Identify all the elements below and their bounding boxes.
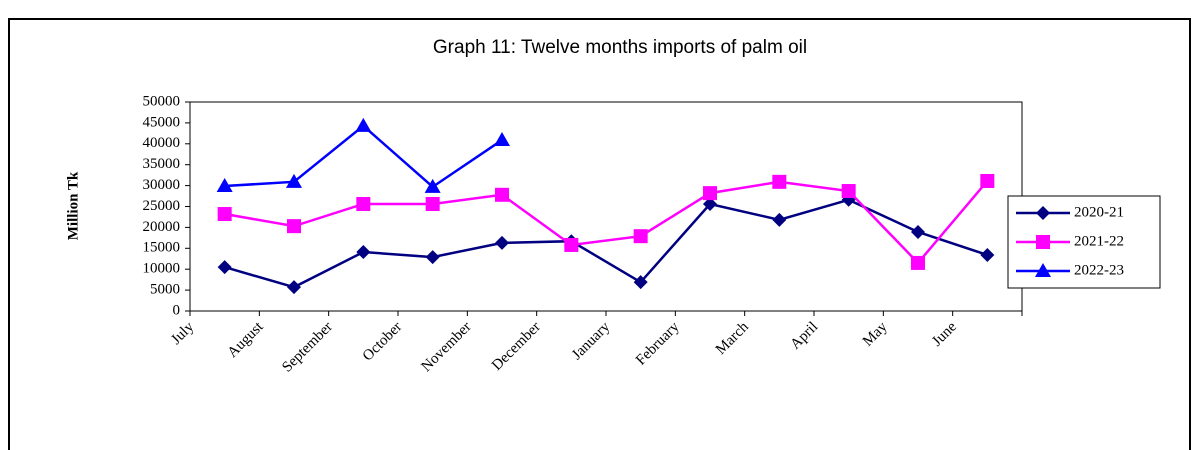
point [355, 117, 372, 132]
y-tick-label: 35000 [143, 156, 181, 172]
y-tick-label: 50000 [143, 93, 181, 109]
series-line [224, 180, 989, 265]
point [495, 187, 509, 202]
x-tick-label: April [788, 319, 822, 353]
point [911, 224, 925, 239]
legend-label: 2020-21 [1074, 204, 1124, 220]
point [356, 196, 371, 211]
y-tick-label: 5000 [150, 282, 180, 298]
x-tick-label: December [489, 319, 544, 374]
point [564, 237, 579, 252]
y-axis-label: Million Tk [65, 171, 81, 240]
x-tick-label: August [225, 318, 268, 361]
legend-label: 2022-23 [1074, 262, 1124, 278]
point [911, 255, 925, 270]
point [287, 280, 301, 295]
point [425, 196, 440, 211]
point [703, 186, 717, 201]
point [216, 178, 233, 193]
x-tick-label: June [929, 319, 960, 350]
point [425, 250, 440, 265]
point [495, 235, 509, 250]
legend-marker [1036, 206, 1050, 220]
point [841, 184, 856, 199]
point [424, 178, 441, 193]
x-tick-label: February [633, 319, 683, 369]
frame [8, 18, 1191, 450]
x-tick-label: September [279, 319, 336, 376]
point [980, 247, 995, 262]
y-tick-label: 40000 [143, 135, 181, 151]
point [703, 196, 717, 211]
x-tick-label: January [569, 319, 614, 364]
chart-title: Graph 11: Twelve months imports of palm … [433, 37, 807, 58]
plot-area [189, 101, 1023, 312]
series-line [224, 198, 988, 289]
y-tick-label: 30000 [143, 177, 181, 193]
y-tick-label: 25000 [143, 198, 181, 214]
legend-marker [1035, 263, 1051, 277]
y-tick-label: 10000 [143, 261, 181, 277]
series-line [224, 124, 503, 189]
y-tick-label: 15000 [143, 240, 181, 256]
point [217, 207, 232, 222]
point [494, 132, 510, 147]
x-tick-label: October [360, 319, 405, 364]
point [772, 174, 787, 189]
point [286, 173, 302, 188]
y-tick-label: 0 [173, 302, 181, 318]
x-tick-label: March [713, 319, 752, 358]
point [356, 245, 371, 260]
legend-marker [1036, 235, 1050, 249]
legend-label: 2021-22 [1074, 233, 1124, 249]
point [633, 229, 648, 244]
point [772, 212, 787, 227]
point [217, 260, 232, 275]
y-tick-label: 20000 [143, 219, 181, 235]
x-tick-label: July [168, 319, 197, 348]
x-tick-label: May [860, 319, 891, 350]
x-tick-label: November [419, 319, 475, 375]
point [633, 275, 648, 290]
point [980, 174, 995, 189]
y-tick-label: 45000 [143, 114, 181, 130]
point [287, 219, 301, 234]
